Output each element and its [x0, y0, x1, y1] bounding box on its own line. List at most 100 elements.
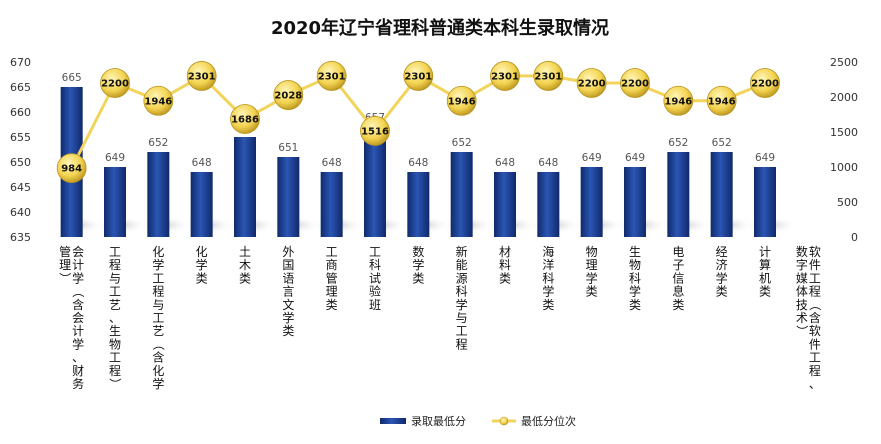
x-axis-label-char: （	[71, 286, 85, 298]
x-axis-label-char: 类	[716, 285, 728, 299]
x-axis-label-char: 能	[456, 258, 468, 272]
x-axis-label-char: 类	[759, 285, 771, 299]
line-point-label: 2301	[404, 71, 432, 82]
bar	[580, 167, 603, 237]
x-axis-label-char: 与	[109, 271, 121, 285]
bar-data-label: 649	[105, 152, 125, 164]
x-axis-label-char: 工	[326, 245, 338, 259]
legend-line-marker	[499, 416, 509, 426]
x-axis-label-char: 程	[152, 284, 164, 299]
bar	[537, 172, 560, 237]
x-axis-label-char: 理	[59, 258, 71, 272]
line-point	[360, 115, 390, 146]
x-axis-label-char: 含	[809, 310, 821, 325]
bar	[754, 167, 776, 237]
bar-data-label: 652	[452, 137, 472, 149]
line-points: 984 2200 1946 2301 1686 2028 2301 1516 2301 1946 2…	[56, 61, 780, 184]
bar-data-label: 651	[278, 142, 298, 154]
line-point-label: 1946	[448, 96, 476, 107]
x-axis-label-char: 算	[759, 257, 771, 272]
bar	[667, 152, 690, 237]
line-point-label: 1946	[708, 96, 736, 107]
line-point	[446, 85, 477, 116]
x-axis-label-char: 理	[326, 285, 338, 299]
x-axis-label-char: 工	[809, 271, 821, 285]
x-axis-label-char: 含	[72, 297, 84, 312]
x-axis-label-char: 与	[456, 311, 468, 325]
line-point	[316, 61, 347, 91]
x-axis-label-char: 会	[72, 311, 84, 325]
bar-data-labels: 6656496526486556516486576486526486486496…	[62, 72, 775, 169]
line-point	[403, 61, 434, 91]
x-axis-label-char: 与	[152, 298, 164, 312]
bar	[624, 167, 646, 237]
x-axis-label-char: 媒	[796, 271, 808, 285]
x-axis-label-char: 类	[412, 271, 424, 285]
x-axis-label-char: 学	[196, 257, 208, 272]
x-axis-label-char: 类	[326, 298, 338, 312]
x-axis-label-char: 软	[809, 324, 821, 338]
y-left-tick-label: 670	[10, 56, 31, 69]
bar-data-label: 652	[668, 137, 688, 149]
x-axis-label-char: 验	[369, 284, 381, 299]
bar	[320, 172, 343, 237]
x-axis-label-char: 工	[109, 351, 121, 365]
x-axis-label-char: 语	[282, 271, 294, 285]
x-axis-label-char: 息	[672, 284, 684, 299]
bar-data-label: 649	[755, 152, 775, 164]
x-axis-label-char: 材	[499, 245, 511, 259]
x-axis-label-char: 、	[809, 377, 821, 391]
x-axis-label-char: 土	[239, 245, 251, 259]
x-axis-label-char: 济	[716, 257, 728, 272]
line-point-label: 1516	[361, 126, 389, 137]
line-point	[576, 68, 607, 98]
y-right-tick-label: 1000	[830, 161, 858, 174]
bar-data-label: 649	[582, 152, 602, 164]
y-left-tick-label: 655	[10, 131, 31, 144]
x-axis-label-char: ）	[58, 272, 72, 284]
x-axis-label-char: 艺	[152, 324, 164, 338]
x-axis-label-char: 学	[152, 257, 164, 272]
x-axis-label-char: 术	[796, 311, 808, 325]
line-point	[620, 68, 650, 98]
line-point-label: 1686	[231, 114, 259, 125]
x-axis-label-char: 物	[586, 245, 598, 259]
line-point-label: 2301	[491, 71, 519, 82]
x-axis-label-char: 信	[672, 271, 684, 285]
legend-line-label: 最低分位次	[521, 414, 576, 428]
y-left-tick-label: 650	[10, 156, 31, 169]
bar	[364, 127, 386, 237]
x-axis-label-char: 类	[196, 271, 208, 285]
x-axis-label-char: 类	[239, 271, 251, 285]
x-axis-label-char: 技	[796, 298, 808, 312]
bar-data-label: 648	[192, 157, 212, 169]
x-axis-label-char: 商	[326, 257, 338, 272]
x-axis-label-char: 学	[629, 284, 641, 299]
bar-data-label: 648	[408, 157, 428, 169]
line-point	[56, 153, 87, 184]
x-axis-label-char: 化	[152, 245, 164, 259]
x-axis-label-char: 计	[72, 324, 84, 338]
line-point	[490, 61, 520, 91]
x-axis-label-char: 工	[152, 271, 164, 285]
y-left-tick-label: 665	[10, 81, 31, 94]
line-point-label: 2200	[621, 79, 649, 90]
x-axis-label-char: 学	[72, 270, 84, 285]
x-axis-label-char: 类	[629, 298, 641, 312]
y-left-tick-label: 645	[10, 181, 31, 194]
x-axis-label-char: 科	[629, 271, 641, 285]
x-axis-label-char: 件	[809, 258, 821, 272]
x-axis-label-char: 、	[109, 311, 121, 325]
x-axis-label-char: 物	[109, 337, 121, 351]
bar-data-label: 649	[625, 152, 645, 164]
y-left-tick-label: 635	[10, 231, 31, 244]
x-axis-label-char: 件	[809, 337, 821, 351]
x-axis-label-char: 财	[72, 364, 84, 378]
line-point	[273, 80, 304, 110]
x-axis-label-char: 学	[586, 270, 598, 285]
y-axis-right: 0 500 1000 1500 2000 2500	[830, 56, 858, 244]
x-axis-label-char: 管	[59, 244, 71, 259]
x-axis-label-char: 料	[499, 258, 511, 272]
x-axis-label-char: （	[808, 299, 822, 311]
x-axis-label-char: 体	[796, 285, 808, 299]
